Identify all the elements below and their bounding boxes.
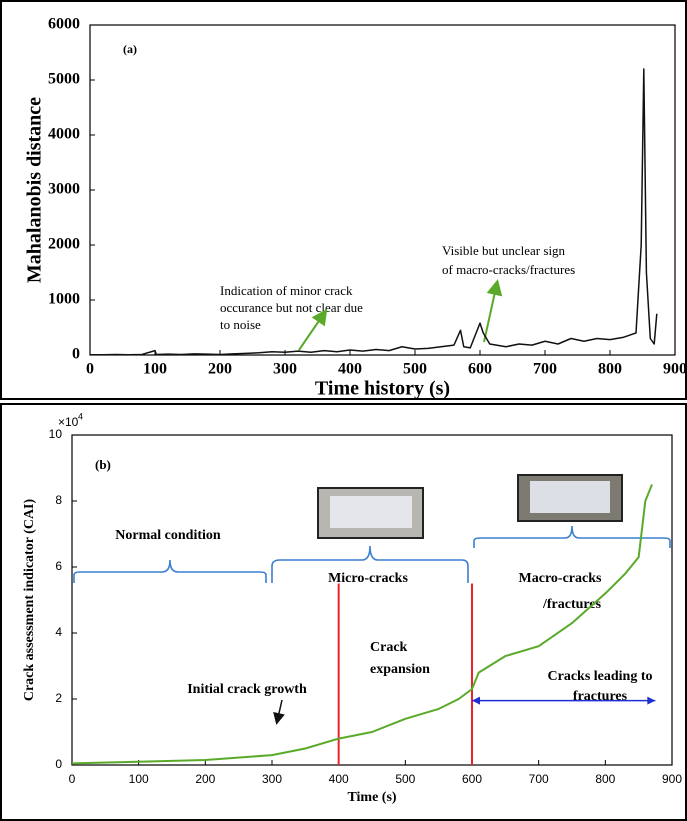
annotation: fractures — [573, 689, 628, 704]
x-axis-label: Time (s) — [347, 790, 396, 805]
annotation: Cracks leading to — [548, 669, 653, 684]
x-tick-label: 400 — [329, 772, 349, 786]
annotation: Indication of minor crack — [220, 283, 353, 298]
page: {"chart_data": [ {"type": "line", "panel… — [0, 0, 687, 821]
annotation: occurance but not clear due — [220, 300, 363, 315]
x-tick-label: 100 — [129, 772, 149, 786]
x-tick-label: 200 — [208, 361, 232, 378]
arrow-head — [472, 697, 480, 705]
x-tick-label: 500 — [403, 361, 427, 378]
annotation: Visible but unclear sign — [442, 243, 566, 258]
x-tick-label: 700 — [529, 772, 549, 786]
y-tick-label: 2000 — [48, 236, 80, 253]
annotation: expansion — [370, 662, 430, 677]
panel-label: (a) — [123, 42, 137, 56]
x-tick-label: 300 — [273, 361, 297, 378]
x-tick-label: 400 — [338, 361, 362, 378]
y-tick-label: 0 — [55, 757, 62, 771]
annotation: Crack — [370, 640, 408, 655]
x-tick-label: 600 — [468, 361, 492, 378]
photo — [518, 475, 622, 521]
figure: (a) Indication of minor crack occurance … — [0, 0, 687, 821]
x-tick-label: 700 — [533, 361, 557, 378]
x-tick-label: 300 — [262, 772, 282, 786]
x-tick-label: 500 — [395, 772, 415, 786]
x-tick-label: 200 — [195, 772, 215, 786]
y-tick-label: 2 — [55, 691, 62, 705]
arrow-head — [647, 697, 655, 705]
panel-label: (b) — [95, 457, 111, 472]
arrow — [299, 312, 325, 350]
y-tick-label: 1000 — [48, 291, 80, 308]
annotation: Normal condition — [115, 528, 221, 543]
annotation: Initial crack growth — [187, 682, 307, 697]
annotation: Micro-cracks — [328, 571, 408, 586]
x-axis-label: Time history (s) — [315, 378, 450, 400]
y-tick-label: 5000 — [48, 71, 80, 88]
arrow — [277, 700, 282, 722]
arrow — [484, 283, 497, 342]
photo — [318, 488, 423, 538]
panel-frame — [1, 1, 686, 399]
x-tick-label: 800 — [598, 361, 622, 378]
y-tick-label: 0 — [72, 346, 80, 363]
y-tick-label: 4 — [55, 625, 62, 639]
annotation: of macro-cracks/fractures — [442, 262, 575, 277]
x-tick-label: 800 — [595, 772, 615, 786]
y-tick-label: 8 — [55, 493, 62, 507]
y-axis-label: Mahalanobis distance — [24, 97, 46, 283]
x-tick-label: 900 — [663, 361, 687, 378]
x-tick-label: 900 — [662, 772, 682, 786]
plot-area — [90, 25, 675, 355]
x-tick-label: 0 — [86, 361, 94, 378]
annotation: Macro-cracks — [519, 571, 602, 586]
y-axis-label: Crack assessment indicator (CAI) — [22, 498, 37, 701]
y-tick-label: 10 — [49, 427, 63, 441]
y-tick-label: 6000 — [48, 16, 80, 33]
y-tick-label: 4000 — [48, 126, 80, 143]
y-tick-label: 3000 — [48, 181, 80, 198]
annotation: to noise — [220, 317, 261, 332]
data-line — [90, 69, 657, 355]
x-tick-label: 600 — [462, 772, 482, 786]
axis-multiplier: ×10 — [58, 415, 79, 429]
x-tick-label: 0 — [69, 772, 76, 786]
y-tick-label: 6 — [55, 559, 62, 573]
axis-multiplier-exponent: 4 — [78, 411, 83, 421]
x-tick-label: 100 — [143, 361, 167, 378]
